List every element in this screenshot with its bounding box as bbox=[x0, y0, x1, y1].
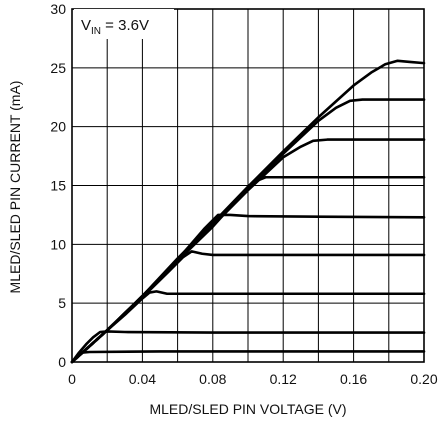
annotation-background bbox=[74, 9, 174, 39]
y-axis-label: MLED/SLED PIN CURRENT (mA) bbox=[7, 81, 23, 294]
y-tick-label: 5 bbox=[58, 295, 66, 311]
tick-labels: 0 0.04 0.08 0.12 0.16 0.20 0 5 10 15 20 25 30 bbox=[50, 1, 437, 387]
annotation-rest: = 3.6V bbox=[101, 17, 149, 34]
x-tick-label: 0.04 bbox=[129, 371, 156, 387]
y-tick-label: 25 bbox=[50, 60, 66, 76]
y-tick-label: 10 bbox=[50, 236, 66, 252]
x-tick-label: 0 bbox=[68, 371, 76, 387]
series-layer bbox=[70, 59, 426, 364]
x-tick-label: 0.12 bbox=[270, 371, 297, 387]
plot-frame bbox=[71, 8, 425, 363]
x-axis-label: MLED/SLED PIN VOLTAGE (V) bbox=[149, 401, 346, 417]
x-tick-label: 0.20 bbox=[410, 371, 437, 387]
x-tick-label: 0.16 bbox=[340, 371, 367, 387]
y-tick-label: 30 bbox=[50, 1, 66, 17]
y-tick-label: 20 bbox=[50, 119, 66, 135]
annotation-main: V bbox=[81, 17, 91, 34]
y-tick-label: 0 bbox=[58, 354, 66, 370]
x-tick-label: 0.08 bbox=[199, 371, 226, 387]
annotation-sub: IN bbox=[91, 26, 101, 37]
annotation-vin: VIN = 3.6V bbox=[81, 17, 149, 37]
y-tick-label: 15 bbox=[50, 178, 66, 194]
series-line bbox=[70, 59, 426, 364]
